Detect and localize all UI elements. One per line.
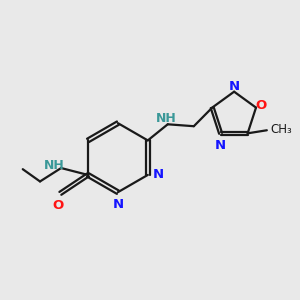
Text: CH₃: CH₃ [271,123,292,136]
Text: NH: NH [155,112,176,125]
Text: O: O [53,199,64,212]
Text: O: O [256,99,267,112]
Text: N: N [229,80,240,93]
Text: N: N [112,198,123,211]
Text: N: N [153,168,164,182]
Text: N: N [215,140,226,152]
Text: NH: NH [44,159,64,172]
